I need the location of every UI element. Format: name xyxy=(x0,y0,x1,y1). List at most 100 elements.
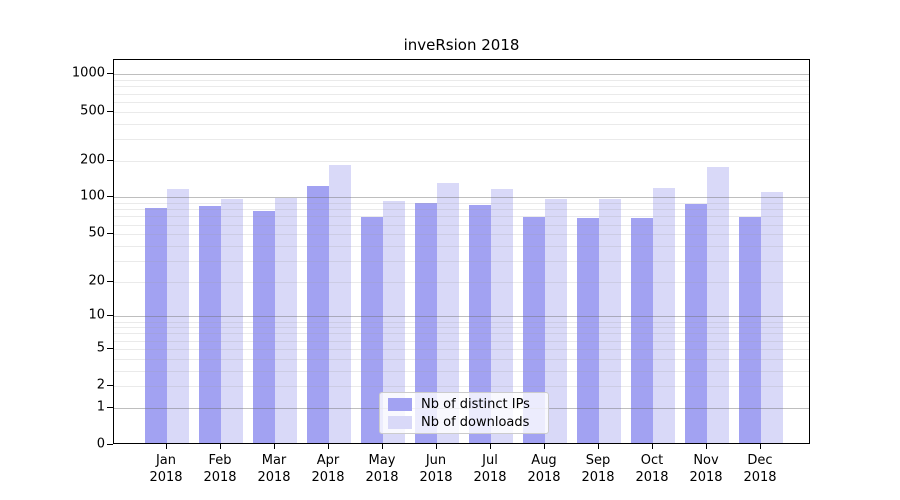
x-tick-year: 2018 xyxy=(581,470,615,485)
bar-nb-of-downloads-mar xyxy=(275,197,297,443)
x-tick-mark xyxy=(328,444,329,449)
x-tick-month: Apr xyxy=(316,453,340,468)
x-tick-label: Mar 2018 xyxy=(242,452,306,486)
x-tick-label: Jun 2018 xyxy=(404,452,468,486)
x-tick-month: Feb xyxy=(208,453,232,468)
minor-gridline xyxy=(114,80,809,82)
major-gridline xyxy=(114,74,809,76)
x-tick-month: Dec xyxy=(747,453,773,468)
chart-title: inveRsion 2018 xyxy=(403,36,520,54)
x-tick-year: 2018 xyxy=(149,470,183,485)
minor-gridline xyxy=(114,327,809,329)
y-tick-mark xyxy=(107,110,113,112)
y-tick-label: 2 xyxy=(96,377,105,393)
minor-gridline xyxy=(114,234,809,236)
x-tick-mark xyxy=(544,444,545,449)
x-tick-year: 2018 xyxy=(257,470,291,485)
x-tick-year: 2018 xyxy=(473,470,507,485)
x-tick-mark xyxy=(436,444,437,449)
y-tick-mark xyxy=(107,196,113,198)
minor-gridline xyxy=(114,321,809,323)
y-tick-label: 50 xyxy=(88,225,105,241)
y-tick-label: 200 xyxy=(80,152,105,168)
minor-gridline xyxy=(114,111,809,113)
minor-gridline xyxy=(114,358,809,360)
y-tick-mark xyxy=(107,280,113,282)
y-tick-label: 100 xyxy=(80,188,105,204)
bar-nb-of-downloads-oct xyxy=(653,187,675,443)
x-tick-label: Oct 2018 xyxy=(620,452,684,486)
minor-gridline xyxy=(114,93,809,95)
x-tick-mark xyxy=(274,444,275,449)
x-tick-month: Aug xyxy=(531,453,557,468)
y-tick-mark xyxy=(107,406,113,408)
x-tick-year: 2018 xyxy=(635,470,669,485)
bar-nb-of-downloads-jan xyxy=(167,189,189,443)
x-tick-month: Jun xyxy=(425,453,447,468)
x-tick-mark xyxy=(706,444,707,449)
minor-gridline xyxy=(114,203,809,205)
bar-nb-of-downloads-dec xyxy=(761,191,783,443)
x-tick-mark xyxy=(598,444,599,449)
major-gridline xyxy=(114,197,809,199)
legend-item-downloads: Nb of downloads xyxy=(388,415,548,430)
x-tick-label: Apr 2018 xyxy=(296,452,360,486)
bar-nb-of-downloads-feb xyxy=(221,198,243,443)
grid-layer xyxy=(114,60,809,443)
x-tick-mark xyxy=(220,444,221,449)
legend-label-distinct-ips: Nb of distinct IPs xyxy=(421,396,530,412)
bar-nb-of-distinct-ips-mar xyxy=(253,210,275,443)
minor-gridline xyxy=(114,101,809,103)
x-tick-month: Sep xyxy=(585,453,611,468)
minor-gridline xyxy=(114,224,809,226)
bar-nb-of-distinct-ips-nov xyxy=(685,204,707,443)
minor-gridline xyxy=(114,340,809,342)
minor-gridline xyxy=(114,123,809,125)
bar-nb-of-downloads-sep xyxy=(599,199,621,443)
minor-gridline xyxy=(114,386,809,388)
bar-nb-of-distinct-ips-apr xyxy=(307,186,329,443)
x-tick-mark xyxy=(760,444,761,449)
bar-nb-of-distinct-ips-feb xyxy=(199,206,221,443)
minor-gridline xyxy=(114,216,809,218)
x-tick-mark xyxy=(490,444,491,449)
x-tick-year: 2018 xyxy=(203,470,237,485)
y-tick-mark xyxy=(107,159,113,161)
x-tick-mark xyxy=(652,444,653,449)
bar-nb-of-distinct-ips-jan xyxy=(145,208,167,443)
x-tick-year: 2018 xyxy=(365,470,399,485)
bar-nb-of-downloads-apr xyxy=(329,164,351,443)
x-tick-label: Nov 2018 xyxy=(674,452,738,486)
x-tick-month: Jan xyxy=(155,453,177,468)
legend: Nb of distinct IPs Nb of downloads xyxy=(379,392,549,434)
x-tick-month: Nov xyxy=(693,453,719,468)
y-tick-mark xyxy=(107,233,113,235)
minor-gridline xyxy=(114,209,809,211)
y-tick-mark xyxy=(107,347,113,349)
x-tick-year: 2018 xyxy=(527,470,561,485)
bars-layer xyxy=(114,60,809,443)
y-tick-mark xyxy=(107,444,113,445)
legend-swatch-distinct-ips xyxy=(388,397,412,411)
x-tick-mark xyxy=(382,444,383,449)
minor-gridline xyxy=(114,260,809,262)
minor-gridline xyxy=(114,370,809,372)
x-tick-month: Jul xyxy=(482,453,498,468)
minor-gridline xyxy=(114,281,809,283)
y-tick-label: 10 xyxy=(88,307,105,323)
x-tick-month: Mar xyxy=(261,453,287,468)
minor-gridline xyxy=(114,86,809,88)
y-tick-label: 1000 xyxy=(71,65,105,81)
x-tick-year: 2018 xyxy=(311,470,345,485)
x-tick-label: May 2018 xyxy=(350,452,414,486)
x-tick-label: Jan 2018 xyxy=(134,452,198,486)
bar-nb-of-distinct-ips-oct xyxy=(631,217,653,443)
minor-gridline xyxy=(114,245,809,247)
plot-area xyxy=(113,59,810,444)
legend-item-distinct-ips: Nb of distinct IPs xyxy=(388,397,548,412)
y-tick-mark xyxy=(107,73,113,75)
x-tick-month: May xyxy=(368,453,396,468)
x-tick-year: 2018 xyxy=(419,470,453,485)
x-tick-label: Dec 2018 xyxy=(728,452,792,486)
